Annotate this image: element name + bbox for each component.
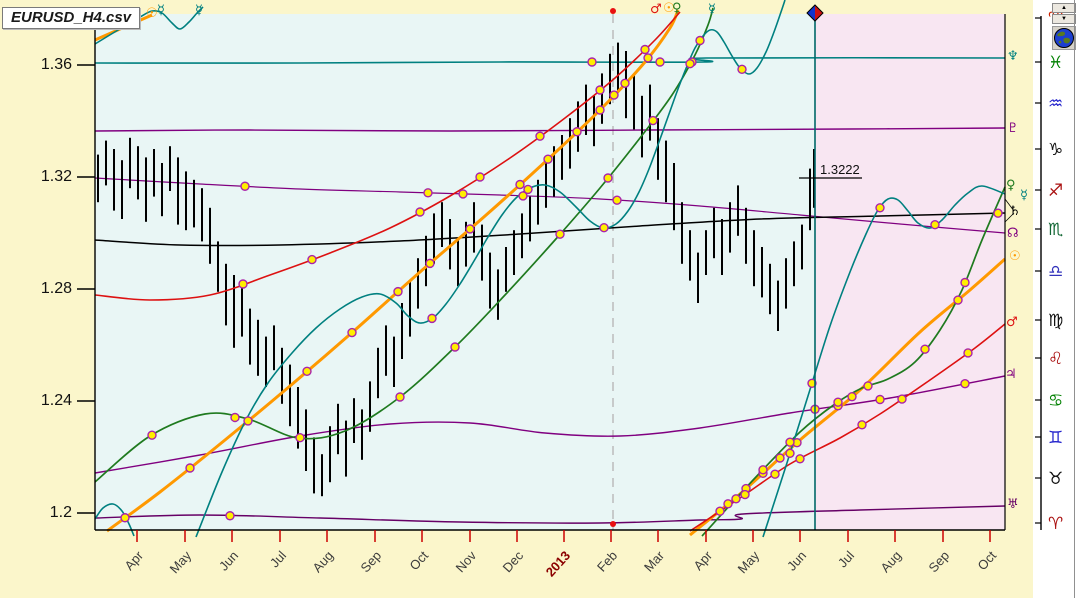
pluto-glyph-icon: ♇: [1007, 121, 1019, 136]
chart-title-label: EURUSD_H4.csv: [2, 7, 141, 29]
zodiac-taurus-icon: ♉: [1048, 469, 1064, 489]
y-axis-label: 1.24: [40, 392, 72, 409]
earth-globe-graphic: [1054, 28, 1074, 48]
mercury-glyph-icon: ☿: [195, 3, 203, 18]
mars-glyph-icon: ♂: [650, 2, 662, 17]
zodiac-aries-icon: ♈: [1048, 514, 1064, 534]
venus-glyph-icon: ♀: [1006, 178, 1016, 193]
zodiac-libra-icon: ♎: [1048, 262, 1064, 282]
zodiac-leo-icon: ♌: [1048, 349, 1064, 369]
y-axis-label: 1.32: [40, 168, 72, 185]
zodiac-scorpio-icon: ♏: [1048, 220, 1064, 240]
spinner-down-button[interactable]: ▼: [1052, 14, 1076, 24]
zodiac-gemini-icon: ♊: [1048, 428, 1064, 448]
sun-glyph-icon: ☉: [146, 6, 158, 21]
window-edge-divider: [1074, 0, 1075, 598]
current-price-label: 1.3222: [820, 162, 860, 177]
zodiac-virgo-icon: ♍: [1048, 311, 1064, 331]
zodiac-capricorn-icon: ♑: [1048, 140, 1064, 160]
mars-glyph-icon: ♂: [1006, 315, 1018, 330]
earth-globe-icon[interactable]: [1052, 26, 1076, 50]
zodiac-sagittarius-icon: ♐: [1048, 181, 1064, 201]
zodiac-pisces-icon: ♓: [1048, 53, 1064, 73]
sun-glyph-icon: ☉: [663, 1, 675, 16]
mercury-glyph-icon: ☿: [708, 2, 716, 17]
y-axis-label: 1.36: [40, 56, 72, 73]
neptune-glyph-icon: ♆: [1007, 49, 1019, 64]
uranus-glyph-icon: ♅: [1007, 497, 1019, 512]
mercury-glyph-icon: ☿: [157, 3, 165, 18]
zodiac-cancer-icon: ♋: [1048, 391, 1064, 411]
zodiac-axis-column: [1033, 0, 1078, 598]
y-axis-label: 1.28: [40, 280, 72, 297]
node-glyph-icon: ☊: [1007, 226, 1019, 241]
venus-glyph-icon: ♀: [672, 1, 682, 16]
mercury-glyph-icon: ☿: [1020, 188, 1028, 203]
saturn-glyph-icon: ♄: [1009, 204, 1021, 219]
zodiac-aquarius-icon: ♒: [1048, 94, 1064, 114]
y-axis-label: 1.2: [49, 504, 72, 521]
plot-area-future[interactable]: [815, 14, 1005, 530]
spinner-up-button[interactable]: ▲: [1052, 3, 1076, 13]
plot-area-history[interactable]: [95, 14, 815, 530]
sun-glyph-icon: ☉: [1009, 249, 1021, 264]
zodiac-scale-spinner: ▲ ▼: [1052, 3, 1076, 25]
jupiter-glyph-icon: ♃: [1005, 367, 1017, 382]
